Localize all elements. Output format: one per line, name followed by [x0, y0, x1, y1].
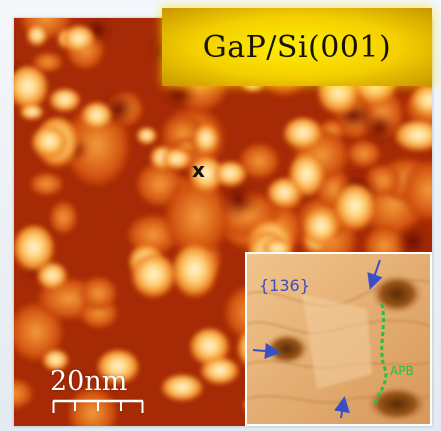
stm-island	[189, 156, 224, 195]
stm-island	[31, 51, 64, 73]
arrow-icon-top	[367, 259, 383, 290]
stm-island	[394, 120, 432, 153]
apb-boundary-line	[373, 303, 388, 405]
stm-island	[19, 104, 44, 121]
stm-island	[81, 102, 113, 131]
arrow-icon-bottom	[334, 396, 350, 419]
stm-island	[161, 374, 204, 403]
stm-island	[238, 142, 280, 180]
stm-island	[334, 184, 376, 233]
stm-island	[96, 350, 140, 386]
figure-title: GaP/Si(001)	[202, 29, 392, 65]
title-banner: GaP/Si(001)	[162, 8, 432, 86]
scale-bar-label: 20nm	[50, 366, 128, 397]
inset-image: {136} APB	[245, 252, 432, 426]
stm-island	[31, 126, 68, 160]
stm-island	[42, 349, 69, 372]
stm-island	[267, 178, 302, 209]
stm-island	[161, 148, 192, 171]
stm-island	[172, 244, 218, 300]
stm-island	[213, 161, 247, 188]
stm-island	[14, 301, 64, 363]
stm-island	[189, 328, 230, 367]
stm-island	[14, 66, 49, 111]
stm-island	[29, 172, 64, 196]
stm-island	[164, 175, 231, 258]
stm-island	[14, 378, 34, 410]
stm-island	[410, 84, 432, 119]
stm-island	[283, 117, 323, 151]
stm-island	[136, 127, 157, 146]
stm-island	[49, 200, 78, 235]
position-marker: x	[192, 158, 205, 182]
stm-island	[402, 159, 432, 221]
inset-topography	[247, 254, 430, 424]
stm-island	[67, 386, 118, 426]
stm-island	[302, 208, 340, 248]
stm-island	[131, 253, 176, 300]
stm-island	[79, 276, 118, 311]
stm-island	[217, 178, 259, 219]
stm-island	[193, 124, 219, 155]
stm-island	[49, 88, 81, 113]
stm-island	[14, 225, 55, 274]
stm-island	[200, 357, 240, 386]
stm-island	[62, 25, 95, 54]
arrow-icon-left	[252, 343, 281, 359]
stm-island	[396, 222, 431, 261]
facet-label: {136}	[259, 276, 310, 295]
apb-label: APB	[390, 364, 414, 378]
stm-island	[162, 81, 197, 108]
scale-bar	[52, 399, 144, 413]
stm-island	[26, 25, 48, 47]
stm-island	[346, 139, 381, 168]
